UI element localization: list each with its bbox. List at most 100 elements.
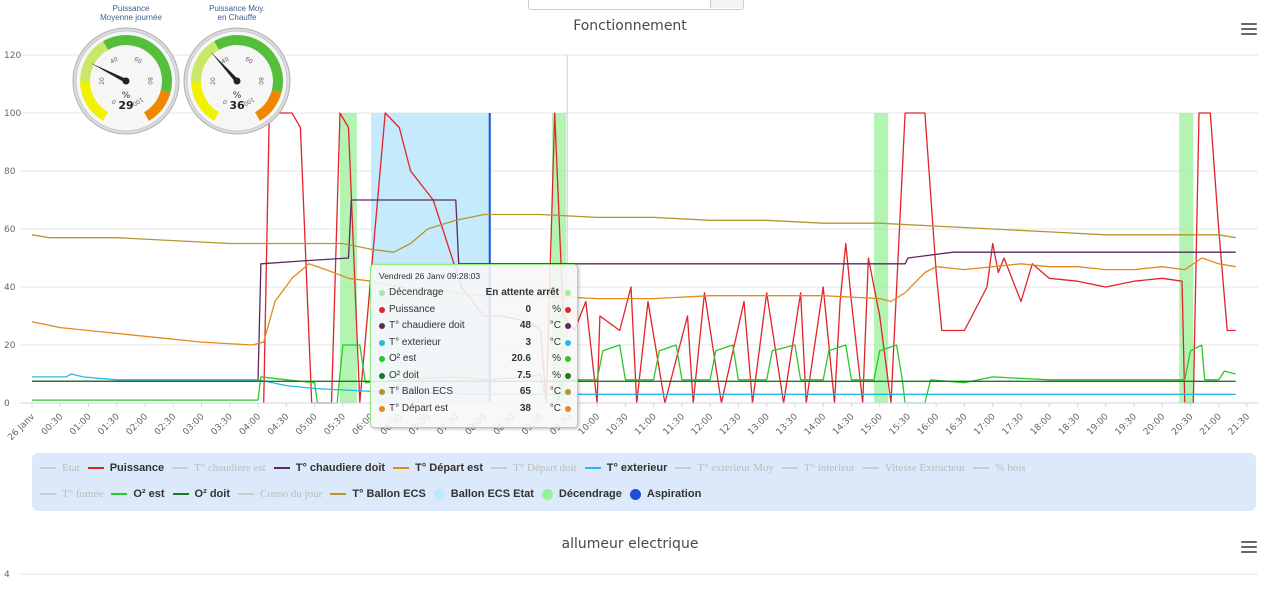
tooltip-unit: % — [552, 303, 561, 315]
series-line — [32, 373, 1236, 395]
tooltip-dot-icon — [379, 290, 385, 296]
tooltip-value: 7.5 — [517, 369, 531, 381]
legend-label: Décendrage — [558, 488, 622, 500]
legend-item[interactable]: T° chaudiere doit — [273, 462, 386, 474]
gauge-band-green — [103, 35, 172, 93]
legend-row: Etat Puissance T° chaudiere est T° chaudier… — [32, 458, 1026, 478]
gauge-band-lightgreen — [80, 41, 108, 81]
tooltip-header: Vendredi 26 Janv 09:28:03 — [379, 271, 481, 281]
legend-label: T° chaudiere doit — [295, 462, 386, 474]
legend-item[interactable]: Vitesse Extracteur — [863, 462, 965, 474]
tooltip-value: 3 — [525, 336, 531, 348]
y-tick-label: 60 — [4, 225, 16, 235]
tooltip-row: Décendrage En attente arrêt — [377, 287, 573, 301]
legend-label: T° interieur — [803, 462, 856, 474]
tooltip-unit: % — [552, 369, 561, 381]
tooltip-unit: °C — [549, 336, 561, 348]
legend-item[interactable]: Etat — [40, 462, 80, 474]
tooltip-dot-icon — [379, 323, 385, 329]
tooltip-unit: °C — [549, 402, 561, 414]
y-tick-label: 20 — [4, 341, 16, 351]
x-tick-label: 00:30 — [40, 412, 66, 438]
chart-title: Fonctionnement — [573, 18, 687, 34]
gauge-tick-label: 40 — [109, 56, 119, 66]
x-tick-label: 17:00 — [972, 412, 998, 438]
chart-menu-icon[interactable] — [1241, 23, 1257, 35]
legend-item[interactable]: T° fumée — [40, 488, 103, 500]
legend-dot-icon — [629, 488, 641, 500]
gauge-1-title-line2: Moyenne journée — [100, 13, 162, 22]
legend-line-icon — [111, 493, 128, 495]
chart-series — [31, 112, 1236, 404]
tooltip-series-name: T° exterieur — [389, 336, 441, 348]
x-tick-label: 05:30 — [323, 412, 349, 438]
tooltip-row: T° Départ est 38 °C — [377, 403, 573, 417]
legend-item[interactable]: T° interieur — [781, 462, 856, 474]
x-tick-label: 26 Janv — [6, 412, 37, 443]
legend-item[interactable]: T° exterieur Moy — [675, 462, 774, 474]
series-line — [31, 213, 1236, 253]
x-tick-label: 13:30 — [775, 412, 801, 438]
x-tick-label: 18:30 — [1057, 412, 1083, 438]
gauge-1-title-line1: Puissance — [112, 4, 150, 13]
legend-line-icon — [172, 467, 189, 469]
x-tick-label: 19:30 — [1114, 412, 1140, 438]
legend-item[interactable]: T° Ballon ECS — [330, 488, 426, 500]
tooltip-dot-icon — [565, 339, 571, 346]
gauge-1-title: Puissance Moyenne journée — [86, 4, 176, 22]
x-tick-label: 03:00 — [181, 412, 207, 438]
gauge-pivot — [233, 77, 241, 85]
x-axis: 26 Janv 00:30 01:00 01:30 02:00 02:30 03:00 03:… — [6, 402, 1258, 443]
legend-item[interactable]: Décendrage — [541, 488, 622, 500]
legend-item[interactable]: T° exterieur — [584, 462, 667, 474]
tooltip-value: 48 — [519, 320, 531, 331]
gauge-tick-label: 80 — [146, 77, 153, 85]
legend-item[interactable]: Ballon ECS Etat — [433, 488, 534, 500]
date-input[interactable] — [528, 0, 744, 10]
tooltip-dot-icon — [379, 405, 385, 412]
legend-line-icon — [675, 467, 692, 469]
gauge-value: 36 — [229, 99, 245, 112]
date-input-button[interactable] — [710, 0, 743, 8]
tooltip-value: 38 — [519, 402, 531, 414]
gauge-2-title: Puissance Moy. en Chauffe — [192, 4, 282, 22]
legend-row: T° fumée O² est O² doit Conso du jour T° Bal… — [32, 484, 701, 504]
gauge-band-yellow — [191, 81, 219, 121]
legend-item[interactable]: Puissance — [87, 462, 164, 474]
legend-item[interactable]: O² doit — [172, 488, 230, 500]
tooltip-dot-icon — [565, 389, 571, 395]
x-tick-label: 11:00 — [633, 412, 659, 438]
x-tick-label: 04:00 — [238, 412, 264, 438]
legend-item[interactable]: T° Départ doit — [491, 462, 577, 474]
legend-line-icon — [87, 467, 104, 469]
decendrage-band — [874, 113, 889, 403]
tooltip-row: T° Ballon ECS 65 °C — [377, 386, 573, 400]
legend-label: Aspiration — [646, 488, 702, 500]
legend-item[interactable]: T° Départ est — [393, 462, 483, 474]
legend-item[interactable]: % bois — [973, 462, 1026, 474]
x-tick-label: 10:00 — [577, 412, 603, 438]
tooltip-series-name: T° Ballon ECS — [389, 386, 454, 397]
legend-line-icon — [973, 467, 990, 469]
legend-label: % bois — [995, 462, 1026, 474]
gauge-tick-label: 0 — [111, 97, 118, 105]
legend-line-icon — [584, 467, 601, 469]
legend-item[interactable]: T° chaudiere est — [172, 462, 266, 474]
legend-item[interactable]: O² est — [111, 488, 165, 500]
tooltip-series-name: Décendrage — [389, 287, 444, 298]
gauge-tick-label: 100 — [131, 95, 145, 107]
gauge-tick-label: 100 — [242, 95, 256, 107]
second-chart-menu-icon[interactable] — [1241, 541, 1257, 553]
series-line — [32, 199, 1236, 382]
legend-item[interactable]: Conso du jour — [237, 488, 322, 500]
y-tick-label: 100 — [4, 109, 21, 119]
legend-line-icon — [491, 467, 508, 469]
tooltip-unit: °C — [549, 320, 561, 331]
tooltip-dot-icon — [565, 306, 571, 313]
tooltip-row: T° chaudiere doit 48 °C — [377, 320, 573, 334]
x-tick-label: 11:30 — [662, 412, 688, 438]
x-tick-label: 04:30 — [266, 412, 292, 438]
legend-item[interactable]: Aspiration — [629, 488, 702, 500]
legend-dot-icon — [541, 488, 553, 500]
legend-label: Vitesse Extracteur — [885, 462, 966, 474]
